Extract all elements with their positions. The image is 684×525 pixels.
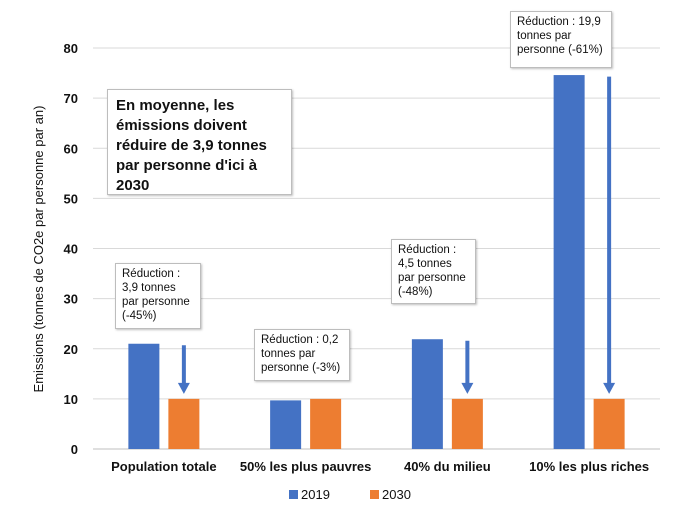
bar-2030-0	[168, 398, 200, 449]
x-tick-label-3: 10% les plus riches	[529, 459, 649, 474]
summary-annotation: En moyenne, les émissions doivent réduir…	[107, 89, 292, 195]
x-axis-labels: Population totale 50% les plus pauvres 40%…	[111, 459, 649, 474]
annotation-population-totale: Réduction : 3,9 tonnes par personne (-45…	[115, 263, 201, 329]
x-tick-label-2: 40% du milieu	[404, 459, 491, 474]
arrows	[177, 76, 616, 394]
bar-2019-0	[128, 343, 160, 449]
legend-swatch-2019	[289, 490, 298, 499]
bars	[128, 75, 625, 449]
y-tick-label-60: 60	[64, 141, 78, 156]
y-tick-label-40: 40	[64, 242, 78, 257]
bar-2019-3	[553, 75, 585, 449]
reduction-arrow-head-2	[461, 382, 474, 394]
legend-label-2019: 2019	[301, 487, 330, 502]
annotation-10-plus-riches: Réduction : 19,9 tonnes par personne (-6…	[510, 11, 612, 68]
legend: 2019 2030	[289, 487, 411, 502]
y-axis-ticks: 0 10 20 30 40 50 60 70 80	[64, 41, 78, 457]
y-tick-label-30: 30	[64, 292, 78, 307]
reduction-arrow-head-0	[177, 382, 190, 394]
y-axis-title: Emissions (tonnes de CO2e par personne p…	[31, 106, 46, 393]
y-tick-label-70: 70	[64, 91, 78, 106]
y-tick-label-10: 10	[64, 392, 78, 407]
y-tick-label-0: 0	[71, 442, 78, 457]
bar-2019-1	[270, 400, 302, 449]
bar-2030-3	[593, 398, 625, 449]
bar-2030-1	[310, 398, 342, 449]
bar-2019-2	[411, 339, 443, 449]
annotation-50-plus-pauvres: Réduction : 0,2 tonnes par personne (-3%…	[254, 329, 350, 381]
annotation-40-milieu: Réduction : 4,5 tonnes par personne (-48…	[391, 239, 476, 304]
y-tick-label-80: 80	[64, 41, 78, 56]
reduction-arrow-head-3	[603, 382, 616, 394]
bar-2030-2	[451, 398, 483, 449]
y-tick-label-50: 50	[64, 191, 78, 206]
legend-swatch-2030	[370, 490, 379, 499]
x-tick-label-1: 50% les plus pauvres	[240, 459, 372, 474]
x-tick-label-0: Population totale	[111, 459, 216, 474]
y-tick-label-20: 20	[64, 342, 78, 357]
legend-label-2030: 2030	[382, 487, 411, 502]
